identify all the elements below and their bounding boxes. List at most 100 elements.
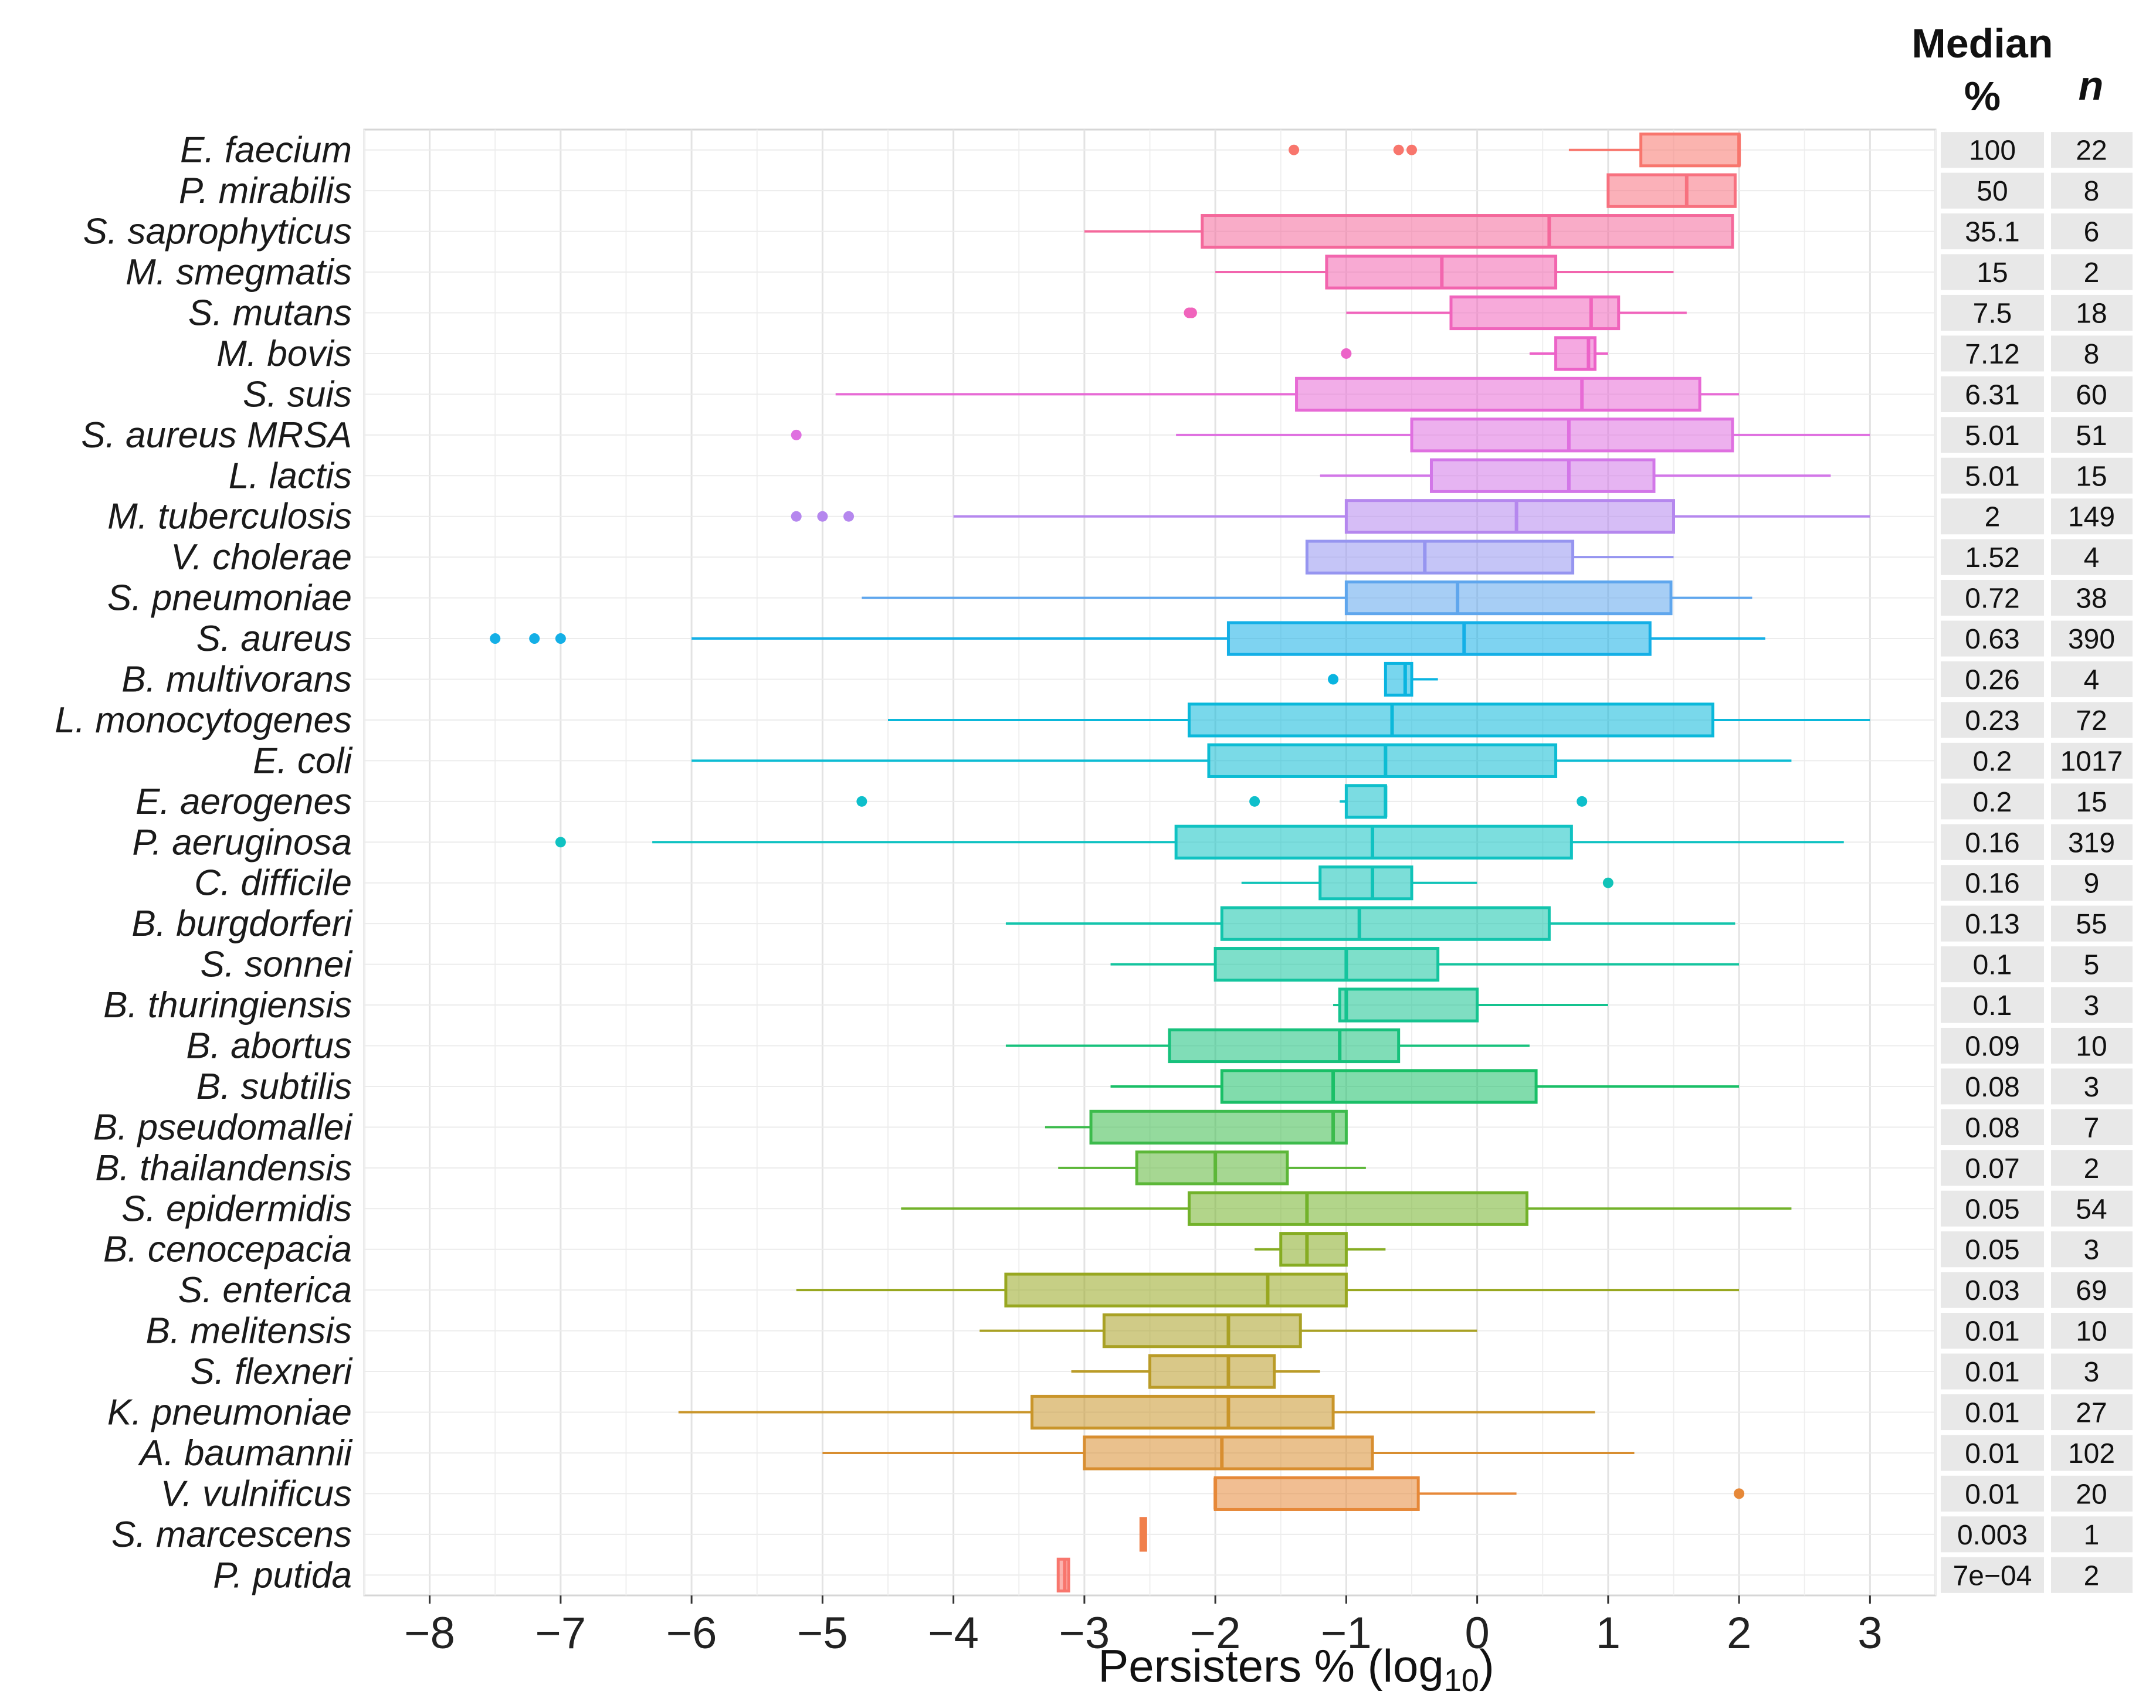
n-cell-bg [2051,824,2133,860]
median-cell-m-tuberculosis: 2 [1985,502,2001,533]
n-cell-p-aeruginosa: 319 [2068,827,2115,858]
n-cell-bg [2051,742,2133,779]
n-cell-s-saprophyticus: 6 [2084,217,2100,248]
median-cell-bg [1941,987,2044,1023]
n-cell-l-monocytogenes: 72 [2076,705,2107,736]
outlier-point [555,837,566,848]
iqr-box [1410,417,1734,453]
median-cell-bg [1941,417,2044,453]
species-label-s-mutans: S. mutans [188,293,352,334]
n-cell-b-pseudomallei: 7 [2084,1112,2100,1143]
iqr-box [1384,661,1413,697]
outlier-point [791,429,802,440]
species-label-b-pseudomallei: B. pseudomallei [93,1107,353,1147]
n-cell-e-faecium: 22 [2076,135,2107,167]
x-axis-label: Persisters % (log10) [1098,1640,1494,1698]
median-cell-bg [1941,1557,2044,1593]
box-m-bovis [1341,336,1608,371]
median-cell-bg [1941,580,2044,616]
median-cell-s-saprophyticus: 35.1 [1965,217,2019,248]
median-cell-s-epidermidis: 0.05 [1965,1194,2019,1225]
median-cell-bg [1941,1027,2044,1064]
median-cell-p-aeruginosa: 0.16 [1965,827,2019,858]
median-cell-bg [1941,1150,2044,1186]
iqr-box [1187,1191,1528,1226]
n-cell-b-multivorans: 4 [2084,665,2100,696]
box-b-cenocepacia [1255,1232,1386,1267]
box-s-sonnei [1110,947,1740,982]
species-label-e-faecium: E. faecium [180,130,352,171]
iqr-box [1639,133,1741,168]
iqr-box [1344,499,1675,534]
median-cell-bg [1941,1353,2044,1390]
iqr-box [1606,173,1737,208]
n-cell-bg [2051,987,2133,1023]
iqr-box [1318,865,1413,901]
x-tick-label: −4 [928,1608,979,1658]
species-label-s-sonnei: S. sonnei [200,945,353,985]
box-l-monocytogenes [888,702,1870,738]
box-s-pneumoniae [862,580,1752,616]
species-label-e-aerogenes: E. aerogenes [135,782,352,822]
n-cell-s-sonnei: 5 [2084,950,2100,981]
n-cell-bg [2051,498,2133,535]
n-cell-p-mirabilis: 8 [2084,176,2100,207]
median-cell-bg [1941,1475,2044,1512]
median-cell-k-pneumoniae: 0.01 [1965,1398,2019,1429]
box-s-suis [835,376,1740,412]
n-cell-s-flexneri: 3 [2084,1357,2100,1388]
median-cell-bg [1941,1394,2044,1431]
n-cell-e-aerogenes: 15 [2076,787,2107,818]
n-cell-bg [2051,1109,2133,1145]
n-cell-bg [2051,213,2133,250]
box-l-lactis [1320,458,1831,493]
iqr-box [1148,1354,1276,1389]
median-cell-b-burgdorferi: 0.13 [1965,909,2019,940]
species-label-p-mirabilis: P. mirabilis [179,171,352,211]
outlier-point [1406,144,1417,155]
iqr-box [1030,1394,1335,1430]
median-cell-bg [1941,457,2044,494]
iqr-box [1004,1272,1348,1308]
outlier-point [1602,877,1613,888]
n-cell-bg [2051,1394,2133,1431]
box-m-smegmatis [1215,254,1674,290]
box-c-difficile [1241,865,1613,901]
n-cell-s-marcescens: 1 [2084,1520,2100,1551]
median-cell-bg [1941,1313,2044,1349]
median-cell-s-enterica: 0.03 [1965,1275,2019,1306]
iqr-box [1279,1232,1348,1267]
n-cell-bg [2051,1150,2133,1186]
species-label-s-saprophyticus: S. saprophyticus [83,212,352,252]
box-b-abortus [1005,1028,1530,1064]
species-label-s-suis: S. suis [243,374,352,415]
n-cell-e-coli: 1017 [2060,746,2123,777]
box-v-cholerae [1305,539,1674,575]
iqr-box [1102,1313,1302,1349]
n-header: n [2079,63,2104,108]
median-cell-bg [1941,742,2044,779]
n-cell-bg [2051,905,2133,942]
n-cell-k-pneumoniae: 27 [2076,1398,2107,1429]
species-label-s-flexneri: S. flexneri [190,1352,353,1392]
median-cell-bg [1941,824,2044,860]
outlier-point [1328,674,1339,685]
outlier-point [529,633,540,644]
median-cell-m-smegmatis: 15 [1977,257,2008,288]
median-cell-b-melitensis: 0.01 [1965,1316,2019,1347]
species-label-l-monocytogenes: L. monocytogenes [55,700,352,741]
n-cell-bg [2051,417,2133,453]
n-cell-b-burgdorferi: 55 [2076,909,2107,940]
median-cell-b-multivorans: 0.26 [1965,665,2019,696]
box-v-vulnificus [1213,1476,1745,1511]
n-cell-p-putida: 2 [2084,1560,2100,1591]
median-cell-b-thuringiensis: 0.1 [1973,990,2012,1021]
median-cell-b-thailandensis: 0.07 [1965,1153,2019,1184]
x-tick-label: 1 [1596,1608,1621,1658]
species-label-s-enterica: S. enterica [178,1270,352,1310]
species-label-b-burgdorferi: B. burgdorferi [131,904,353,944]
x-tick-layer: −8 −7 −6 −5 −4 −3 −2 −1 0 1 2 3 [404,1595,1883,1658]
median-cell-bg [1941,1272,2044,1308]
n-cell-bg [2051,865,2133,901]
median-cell-bg [1941,905,2044,942]
